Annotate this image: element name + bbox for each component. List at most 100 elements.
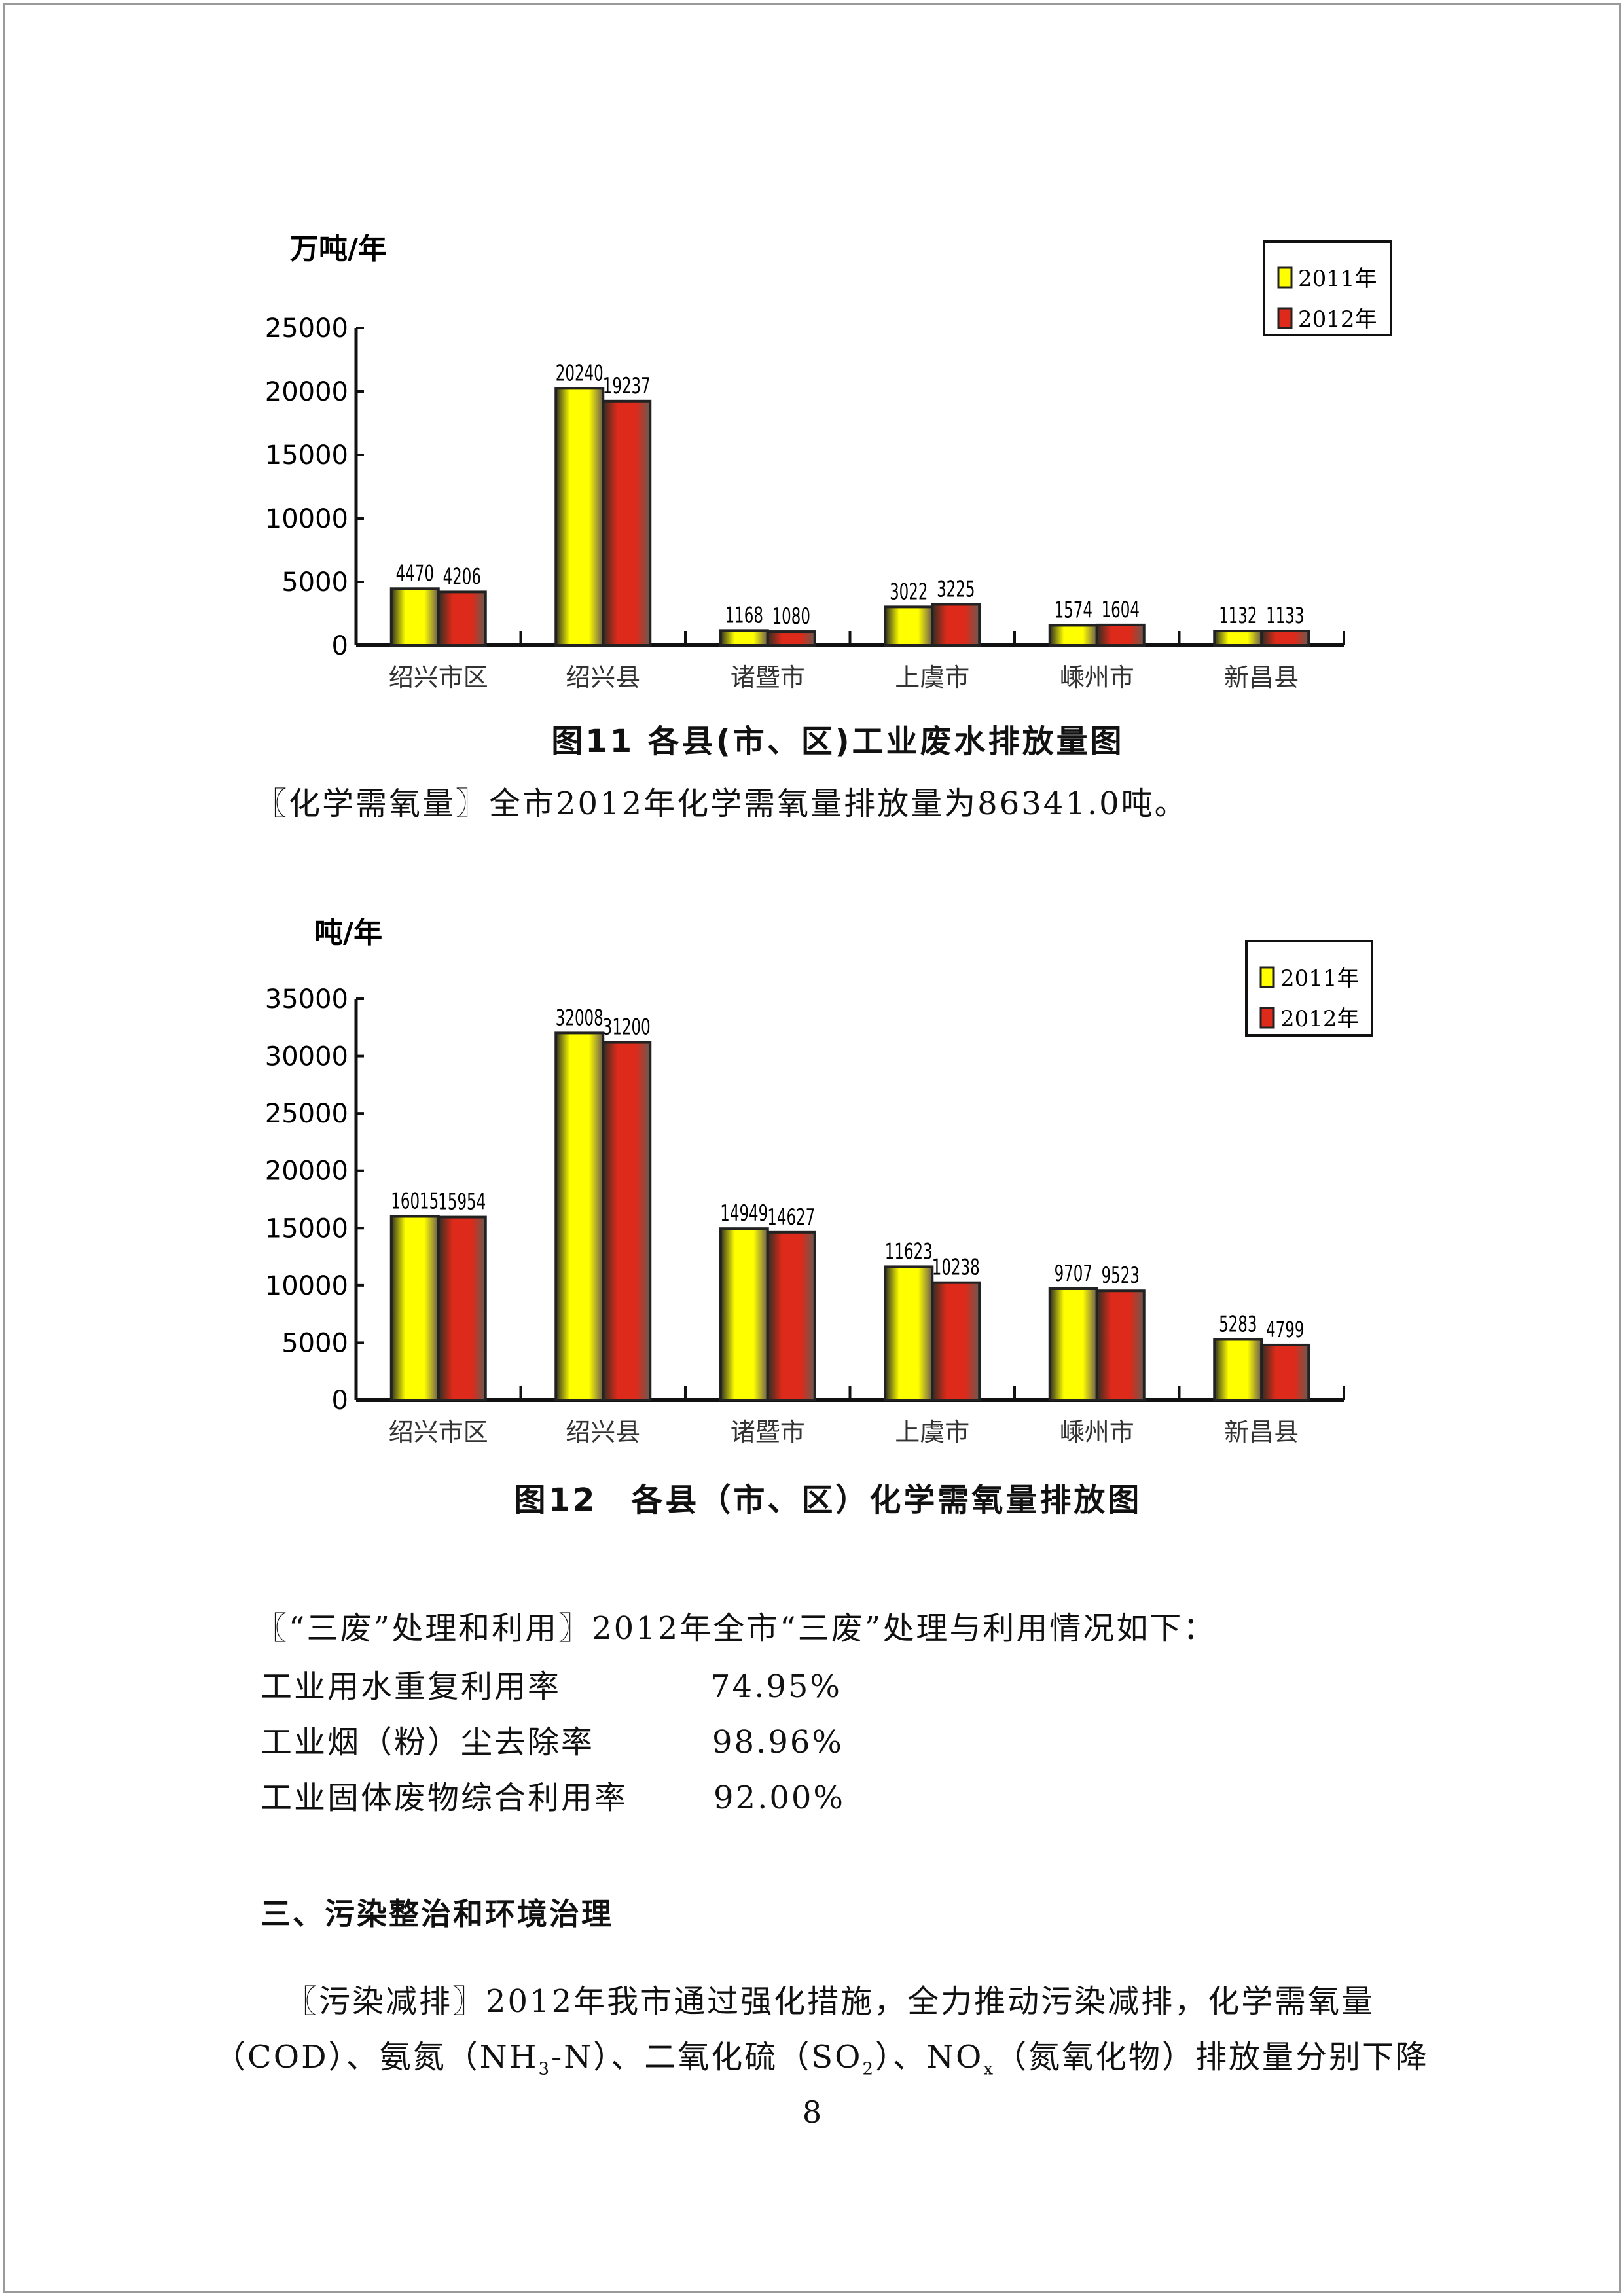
bar-2011年: [884, 1265, 934, 1401]
data-label: 14627: [767, 1204, 815, 1230]
bar-2011年: [554, 387, 605, 647]
category-label: 嵊州市: [1060, 1418, 1134, 1446]
category-label: 新昌县: [1224, 663, 1299, 692]
data-label: 14949: [720, 1201, 768, 1227]
data-label: 1604: [1102, 597, 1140, 623]
category-label: 绍兴县: [566, 1418, 640, 1446]
y-axis-unit: 万吨/年: [290, 232, 387, 266]
bar-2012年: [1260, 630, 1310, 647]
y-tick-label: 5000: [281, 1328, 348, 1358]
data-label: 4206: [443, 564, 481, 590]
data-label: 9523: [1102, 1263, 1140, 1289]
y-tick-label: 25000: [265, 1099, 348, 1129]
text-segment: ）、NO: [875, 2039, 984, 2075]
legend-label: 2012年: [1298, 306, 1377, 332]
category-label: 诸暨市: [731, 1418, 805, 1446]
data-label: 3225: [937, 577, 975, 603]
bar-2011年: [389, 1215, 440, 1401]
chart1-caption: 图11 各县(市、区)工业废水排放量图: [551, 723, 1125, 760]
chart-cod-emission: 吨/年 0 5000 10000 15000 20000 25000 30000 35000 绍兴…: [265, 916, 1373, 1446]
bar-2012年: [602, 399, 652, 647]
bar-2012年: [766, 630, 816, 647]
bar-2012年: [766, 1230, 816, 1402]
subscript: 2: [862, 2059, 875, 2079]
bar-2011年: [719, 1227, 769, 1401]
bar-2011年: [1213, 1338, 1263, 1402]
bar-2011年: [554, 1031, 605, 1401]
data-label: 3022: [890, 579, 928, 605]
y-tick-label: 30000: [265, 1042, 348, 1072]
data-label: 1574: [1055, 598, 1092, 624]
y-tick-label: 35000: [265, 984, 348, 1014]
data-label: 1080: [772, 604, 810, 630]
data-label: 16015: [391, 1189, 439, 1215]
rate-value: 74.95%: [710, 1668, 842, 1705]
chart-industrial-wastewater: 万吨/年 0 5000 10000 15000 20000 25000 绍兴市区 4470 420…: [265, 232, 1392, 692]
page-border: [3, 3, 1621, 2293]
cod-paragraph: 〖化学需氧量〗全市2012年化学需氧量排放量为86341.0吨。: [255, 785, 1188, 822]
data-label: 20240: [556, 361, 604, 387]
category-label: 上虞市: [895, 663, 969, 692]
category-label: 绍兴市区: [389, 663, 488, 692]
rate-label: 工业用水重复利用率: [261, 1668, 562, 1705]
y-tick-label: 10000: [265, 504, 348, 534]
y-tick-label: 0: [332, 1386, 348, 1416]
legend-label: 2011年: [1280, 965, 1360, 992]
rate-value: 92.00%: [713, 1780, 846, 1816]
data-label: 1168: [725, 603, 763, 629]
category-label: 绍兴市区: [389, 1418, 488, 1446]
y-tick-label: 0: [332, 631, 348, 661]
data-label: 10238: [932, 1255, 980, 1281]
paragraph-line: （COD）、氨氮（NH3-N）、二氧化硫（SO2）、NOx（氮氧化物）排放量分别…: [214, 2037, 1429, 2089]
paragraph-line: 〖污染减排〗2012年我市通过强化措施，全力推动污染减排，化学需氧量: [285, 1983, 1375, 2020]
y-tick-label: 25000: [265, 314, 348, 344]
legend-label: 2011年: [1298, 266, 1377, 292]
rate-label: 工业烟（粉）尘去除率: [261, 1724, 595, 1761]
bar-2011年: [1048, 1287, 1098, 1401]
rate-label: 工业固体废物综合利用率: [261, 1780, 628, 1816]
chart2-caption: 图12 各县（市、区）化学需氧量排放图: [514, 1482, 1142, 1518]
bar-2012年: [602, 1041, 652, 1402]
y-tick-label: 20000: [265, 1157, 348, 1187]
bar-2011年: [884, 605, 934, 647]
y-axis-unit: 吨/年: [314, 916, 382, 950]
bar-2012年: [931, 1281, 981, 1401]
category-label: 新昌县: [1224, 1418, 1299, 1446]
page-number: 8: [802, 2094, 822, 2130]
data-label: 15954: [438, 1189, 486, 1215]
data-label: 4470: [396, 561, 434, 587]
category-label: 上虞市: [895, 1418, 969, 1446]
bar-2012年: [1095, 623, 1146, 647]
bar-2012年: [1095, 1289, 1146, 1401]
data-label: 1133: [1266, 603, 1304, 629]
legend-swatch: [1259, 1007, 1275, 1029]
y-tick-label: 20000: [265, 377, 348, 407]
section-heading: 三、污染整治和环境治理: [261, 1896, 613, 1931]
legend-swatch: [1277, 307, 1293, 329]
data-label: 11623: [885, 1239, 933, 1265]
bar-2012年: [931, 603, 981, 647]
bar-2012年: [437, 1215, 487, 1401]
category-label: 嵊州市: [1060, 663, 1134, 692]
y-tick-label: 15000: [265, 440, 348, 471]
data-label: 4799: [1266, 1317, 1304, 1343]
category-label: 诸暨市: [731, 663, 805, 692]
data-label: 31200: [603, 1014, 651, 1041]
bar-2012年: [1260, 1343, 1310, 1402]
rate-value: 98.96%: [712, 1724, 844, 1761]
data-label: 19237: [603, 373, 651, 399]
bar-2012年: [437, 590, 487, 647]
data-label: 1132: [1219, 603, 1257, 629]
data-label: 9707: [1055, 1261, 1092, 1287]
text-segment: （氮氧化物）排放量分别下降: [995, 2039, 1430, 2075]
waste-intro: 〖“三废”处理和利用〗2012年全市“三废”处理与利用情况如下：: [255, 1610, 1217, 1647]
legend-label: 2012年: [1280, 1006, 1360, 1032]
y-tick-label: 15000: [265, 1213, 348, 1244]
legend-swatch: [1259, 966, 1275, 988]
subscript: x: [983, 2059, 996, 2079]
subscript: 3: [538, 2059, 551, 2079]
legend-swatch: [1277, 266, 1293, 289]
text-segment: -N）、二氧化硫（SO: [550, 2039, 863, 2075]
data-label: 32008: [556, 1005, 604, 1031]
text-segment: （COD）、氨氮（NH: [214, 2039, 539, 2075]
